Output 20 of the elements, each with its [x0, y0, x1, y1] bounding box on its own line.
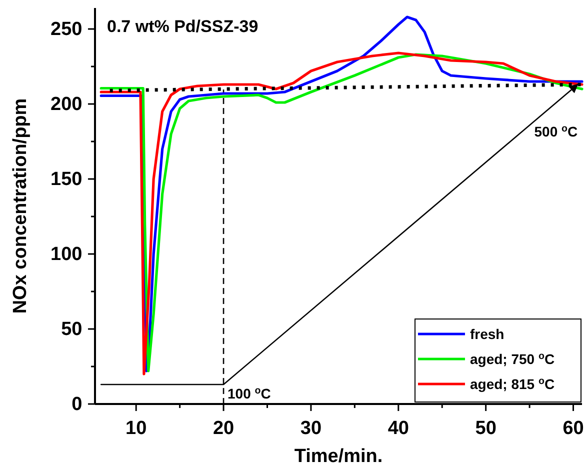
legend-label: aged; 750 $^{o}$C [470, 350, 555, 367]
legend-label: fresh [470, 326, 504, 342]
y-tick-label: 0 [72, 394, 82, 416]
x-tick-label: 60 [562, 418, 584, 439]
annotation: 100 $^{o}$C [228, 385, 271, 402]
x-tick-label: 10 [126, 418, 147, 439]
annotation: 500 $^{o}$C [534, 123, 578, 140]
legend-label: aged; 815 $^{o}$C [470, 376, 555, 392]
y-axis-title: NOx concentration/ppm [10, 98, 31, 314]
y-tick-label: 100 [50, 244, 82, 266]
y-tick-label: 150 [50, 169, 82, 190]
x-tick-label: 40 [388, 418, 409, 439]
x-tick-label: 20 [212, 418, 234, 439]
x-axis-title: Time/min. [294, 446, 383, 467]
y-tick-label: 200 [50, 94, 82, 116]
x-tick-label: 50 [475, 418, 496, 439]
y-tick-label: 50 [61, 319, 82, 340]
y-tick-label: 250 [50, 19, 82, 40]
text: 0.7 wt% Pd/SSZ-39 [107, 17, 258, 36]
x-tick-label: 30 [300, 418, 322, 439]
